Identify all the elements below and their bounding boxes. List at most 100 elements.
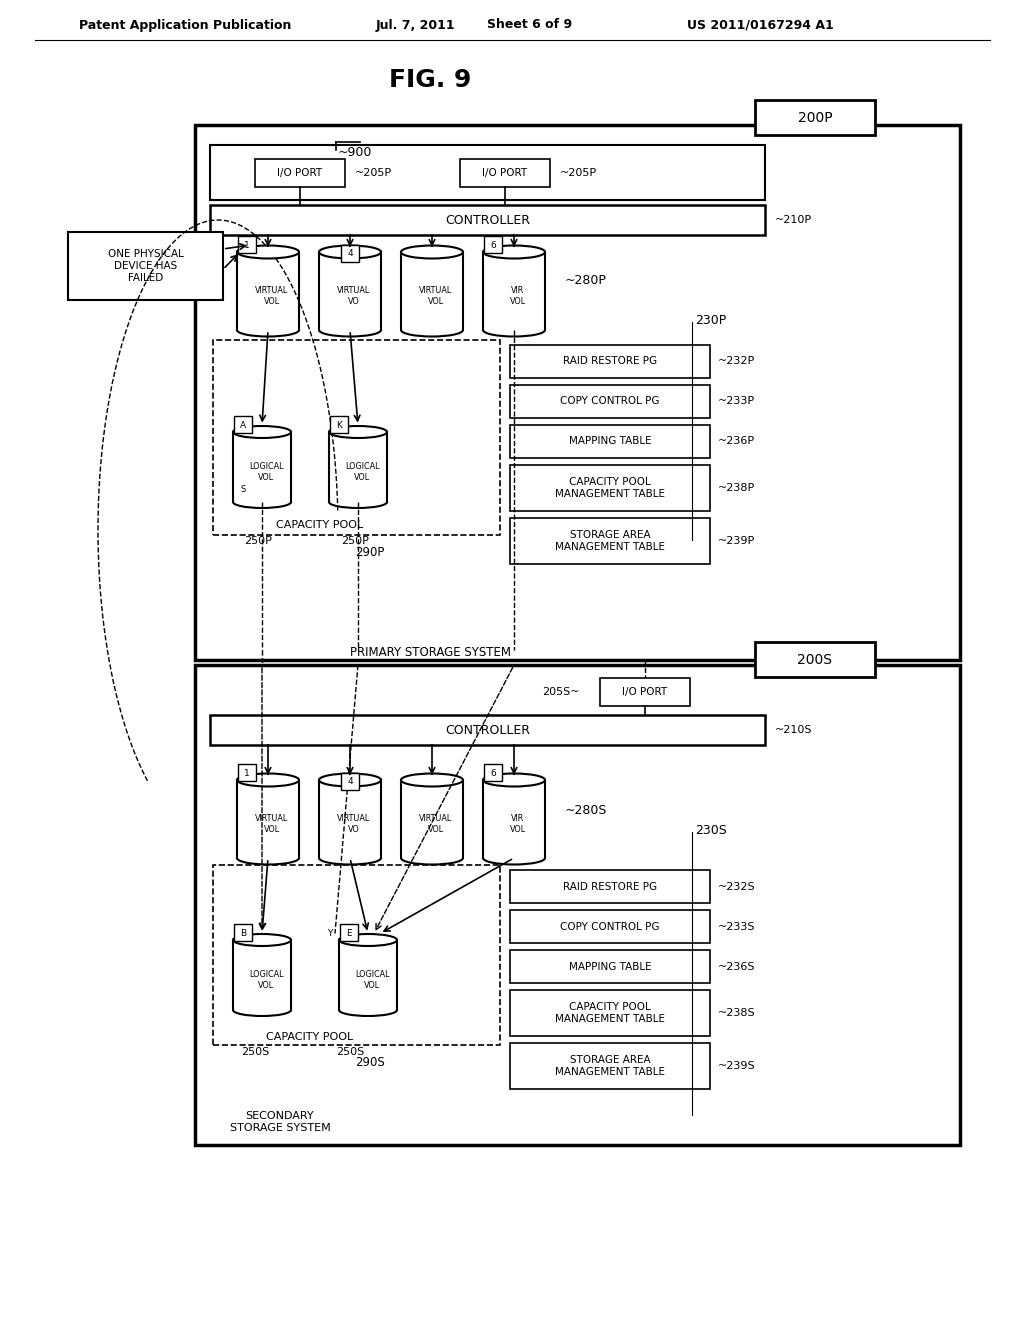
Bar (510, 990, 710, 1036)
Text: VIRTUAL
VOL: VIRTUAL VOL (420, 814, 453, 834)
Text: Y: Y (328, 928, 333, 937)
Bar (210, 205, 765, 235)
Ellipse shape (339, 935, 397, 946)
Bar (213, 341, 500, 535)
Text: VIRTUAL
VOL: VIRTUAL VOL (255, 286, 289, 306)
Bar (195, 125, 961, 660)
Bar (510, 1043, 710, 1089)
Text: LOGICAL
VOL: LOGICAL VOL (345, 462, 379, 482)
Text: ~210P: ~210P (775, 215, 812, 224)
Bar (234, 416, 252, 433)
Text: ~238S: ~238S (718, 1008, 756, 1018)
Ellipse shape (401, 246, 463, 259)
Bar (460, 158, 550, 187)
Text: ~238P: ~238P (718, 483, 756, 492)
Bar (510, 465, 710, 511)
Text: 200S: 200S (798, 653, 833, 667)
Bar (210, 715, 765, 744)
Bar (341, 246, 359, 261)
Bar (234, 924, 252, 941)
Text: ~232S: ~232S (718, 882, 756, 891)
Text: I/O PORT: I/O PORT (278, 168, 323, 178)
Ellipse shape (319, 774, 381, 787)
Text: PRIMARY STORAGE SYSTEM: PRIMARY STORAGE SYSTEM (349, 645, 511, 659)
Text: Jul. 7, 2011: Jul. 7, 2011 (375, 18, 455, 32)
Text: CAPACITY POOL
MANAGEMENT TABLE: CAPACITY POOL MANAGEMENT TABLE (555, 478, 665, 499)
Ellipse shape (483, 246, 545, 259)
Text: VIR
VOL: VIR VOL (510, 286, 526, 306)
Bar (510, 345, 710, 378)
Text: 230P: 230P (695, 314, 726, 326)
Text: COPY CONTROL PG: COPY CONTROL PG (560, 396, 659, 407)
Bar (510, 385, 710, 418)
Text: 250P: 250P (244, 536, 272, 546)
Text: Patent Application Publication: Patent Application Publication (79, 18, 291, 32)
Text: CONTROLLER: CONTROLLER (445, 723, 530, 737)
Text: 205S~: 205S~ (543, 686, 580, 697)
Text: ~205P: ~205P (560, 168, 597, 178)
Text: I/O PORT: I/O PORT (482, 168, 527, 178)
Text: VIRTUAL
VOL: VIRTUAL VOL (420, 286, 453, 306)
Text: 6: 6 (490, 240, 496, 249)
Bar (755, 100, 874, 135)
Text: LOGICAL
VOL: LOGICAL VOL (249, 462, 284, 482)
Text: B: B (240, 928, 246, 937)
Text: LOGICAL
VOL: LOGICAL VOL (354, 970, 389, 990)
Text: 1: 1 (244, 240, 250, 249)
Text: US 2011/0167294 A1: US 2011/0167294 A1 (687, 18, 834, 32)
Text: E: E (346, 928, 352, 937)
Text: ~280S: ~280S (565, 804, 607, 817)
Ellipse shape (233, 426, 291, 438)
Text: MAPPING TABLE: MAPPING TABLE (568, 437, 651, 446)
Text: 290S: 290S (355, 1056, 385, 1068)
Text: S: S (241, 486, 246, 495)
Text: ~210S: ~210S (775, 725, 812, 735)
Text: CAPACITY POOL
MANAGEMENT TABLE: CAPACITY POOL MANAGEMENT TABLE (555, 1002, 665, 1024)
Text: 250S: 250S (241, 1047, 269, 1057)
Text: RAID RESTORE PG: RAID RESTORE PG (563, 882, 657, 891)
Bar (510, 517, 710, 564)
Bar (238, 764, 256, 781)
Text: ~232P: ~232P (718, 356, 756, 367)
Text: SECONDARY
STORAGE SYSTEM: SECONDARY STORAGE SYSTEM (229, 1111, 331, 1133)
Text: CAPACITY POOL: CAPACITY POOL (266, 1032, 353, 1041)
Bar (510, 870, 710, 903)
Ellipse shape (233, 935, 291, 946)
Bar (195, 665, 961, 1144)
Text: ONE PHYSICAL
DEVICE HAS
FAILED: ONE PHYSICAL DEVICE HAS FAILED (108, 249, 183, 282)
Text: VIR
VOL: VIR VOL (510, 814, 526, 834)
Text: ~900: ~900 (338, 145, 373, 158)
Text: STORAGE AREA
MANAGEMENT TABLE: STORAGE AREA MANAGEMENT TABLE (555, 1055, 665, 1077)
Bar (238, 236, 256, 253)
Bar (210, 145, 765, 201)
Bar (510, 950, 710, 983)
Bar (600, 678, 690, 706)
Bar (341, 774, 359, 789)
Text: ~280P: ~280P (565, 273, 607, 286)
Text: 6: 6 (490, 768, 496, 777)
Text: VIRTUAL
VO: VIRTUAL VO (337, 286, 371, 306)
Bar (255, 158, 345, 187)
Text: MAPPING TABLE: MAPPING TABLE (568, 961, 651, 972)
Ellipse shape (401, 774, 463, 787)
Text: COPY CONTROL PG: COPY CONTROL PG (560, 921, 659, 932)
Text: CAPACITY POOL: CAPACITY POOL (276, 520, 364, 531)
Text: 250S: 250S (336, 1047, 365, 1057)
Text: 290P: 290P (355, 545, 385, 558)
Text: FIG. 9: FIG. 9 (389, 69, 471, 92)
Text: ~236P: ~236P (718, 437, 755, 446)
Ellipse shape (319, 246, 381, 259)
Text: LOGICAL
VOL: LOGICAL VOL (249, 970, 284, 990)
Text: K: K (336, 421, 342, 429)
Text: A: A (240, 421, 246, 429)
Ellipse shape (237, 774, 299, 787)
Text: I/O PORT: I/O PORT (623, 686, 668, 697)
Bar (510, 425, 710, 458)
Text: 200P: 200P (798, 111, 833, 125)
Text: 4: 4 (347, 249, 353, 259)
Bar (68, 232, 223, 300)
Text: ~233S: ~233S (718, 921, 756, 932)
Text: Sheet 6 of 9: Sheet 6 of 9 (487, 18, 572, 32)
Bar (484, 764, 502, 781)
Text: RAID RESTORE PG: RAID RESTORE PG (563, 356, 657, 367)
